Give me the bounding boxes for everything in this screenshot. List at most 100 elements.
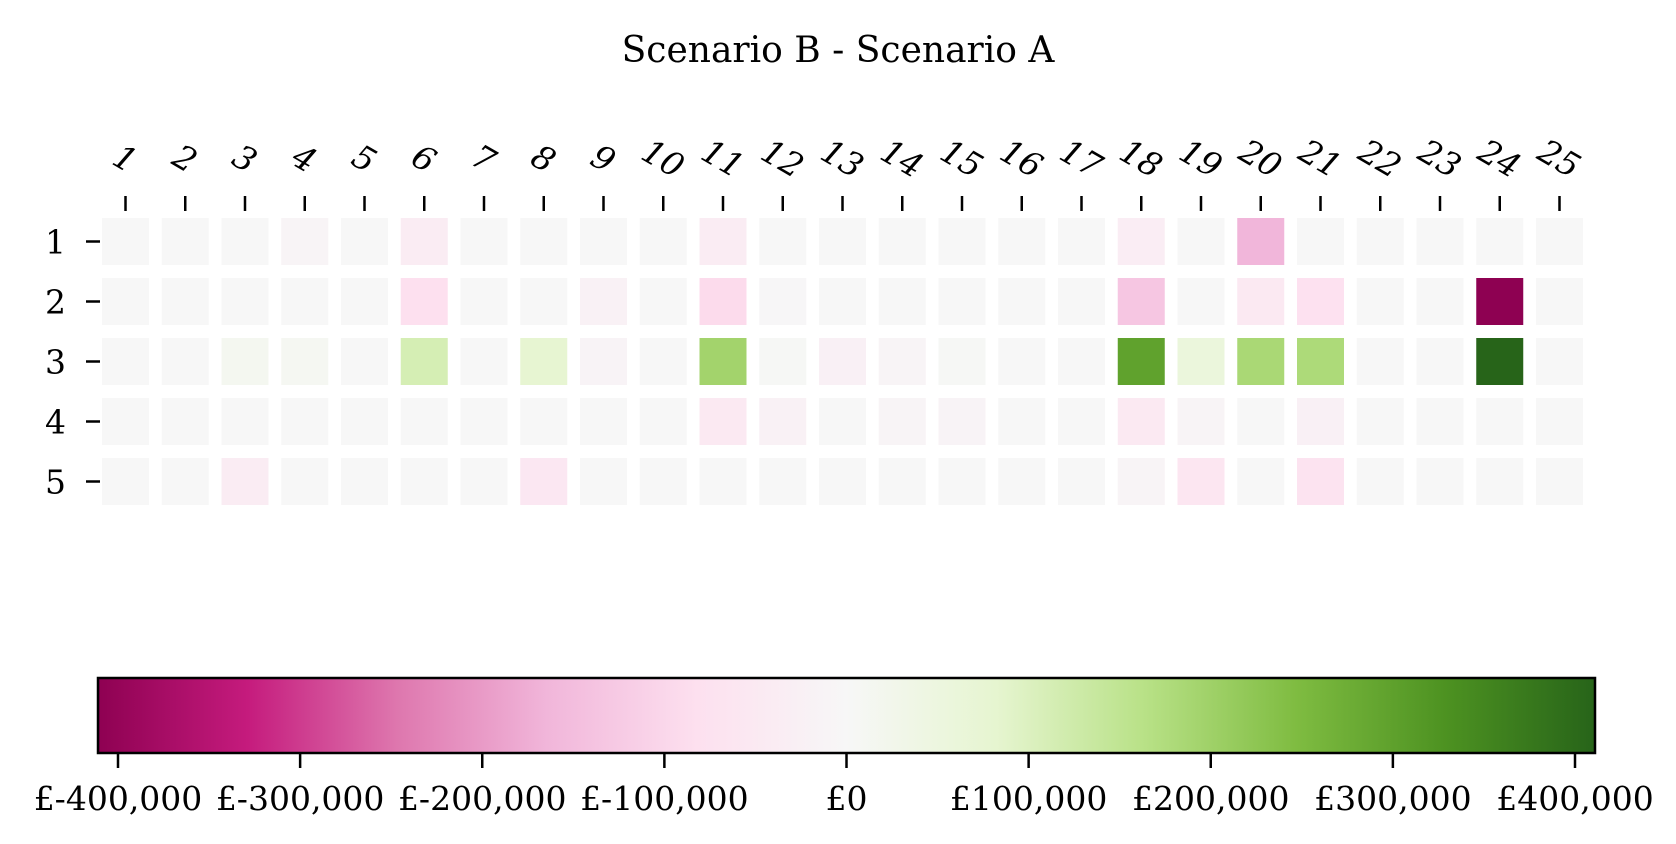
heatmap-cell <box>341 278 388 325</box>
heatmap-cell <box>221 398 269 445</box>
heatmap-cell <box>161 338 209 385</box>
heatmap-cell <box>102 218 149 265</box>
heatmap-cell <box>460 218 508 265</box>
colorbar-tick-label: £400,000 <box>1496 779 1653 818</box>
heatmap-cell <box>1117 458 1165 505</box>
heatmap-cell <box>1356 278 1404 325</box>
heatmap-cell <box>580 398 627 445</box>
heatmap-cell <box>1356 338 1404 385</box>
heatmap-cell <box>639 398 687 445</box>
heatmap-cell <box>460 278 508 325</box>
heatmap-cell <box>878 398 926 445</box>
heatmap-cell <box>1297 338 1344 385</box>
heatmap-cell <box>1058 338 1105 385</box>
heatmap-cell <box>221 218 269 265</box>
heatmap-cell <box>520 278 568 325</box>
heatmap-cell <box>1237 278 1285 325</box>
heatmap-cell <box>699 458 747 505</box>
heatmap-cell <box>341 218 388 265</box>
y-tick-label: 2 <box>45 283 66 322</box>
heatmap-cell <box>161 458 209 505</box>
heatmap-cell <box>460 398 508 445</box>
heatmap-cell <box>819 398 866 445</box>
heatmap-cell <box>1237 398 1285 445</box>
heatmap-cell <box>1476 218 1524 265</box>
heatmap-cell <box>938 458 986 505</box>
heatmap-cell <box>1536 338 1583 385</box>
heatmap-cell <box>1476 458 1524 505</box>
heatmap-cell <box>759 338 807 385</box>
x-tick-label: 25 <box>1530 131 1587 186</box>
x-tick-label: 20 <box>1232 131 1289 186</box>
heatmap-cell <box>102 458 149 505</box>
heatmap-cell <box>1356 218 1404 265</box>
x-tick-label: 7 <box>465 136 503 180</box>
heatmap-cell <box>1117 218 1165 265</box>
heatmap-cell <box>639 218 687 265</box>
heatmap-cell <box>1416 338 1464 385</box>
heatmap-cell <box>400 458 448 505</box>
x-tick-label: 15 <box>934 131 990 186</box>
heatmap-cell <box>878 218 926 265</box>
heatmap-cell <box>759 398 807 445</box>
x-tick-label: 1 <box>106 136 144 180</box>
heatmap-cell <box>161 278 209 325</box>
heatmap-cell <box>699 398 747 445</box>
heatmap-cell <box>281 398 329 445</box>
y-tick-label: 3 <box>45 343 66 382</box>
heatmap-cell <box>102 338 149 385</box>
heatmap-cell <box>102 398 149 445</box>
heatmap-cell <box>1356 458 1404 505</box>
heatmap-cell <box>998 338 1046 385</box>
colorbar-tick-label: £-300,000 <box>216 779 385 818</box>
heatmap-cell <box>1117 338 1165 385</box>
heatmap-cell <box>759 458 807 505</box>
x-tick-label: 9 <box>584 136 622 180</box>
heatmap-cell <box>580 458 627 505</box>
y-tick-label: 4 <box>45 403 66 442</box>
x-tick-label: 24 <box>1471 131 1528 186</box>
heatmap-cell <box>1476 338 1524 385</box>
heatmap-cell <box>699 218 747 265</box>
heatmap-cell <box>1416 218 1464 265</box>
heatmap-cell <box>878 278 926 325</box>
colorbar-tick-label: £200,000 <box>1132 779 1289 818</box>
heatmap-cell <box>460 458 508 505</box>
heatmap-cell <box>1356 398 1404 445</box>
heatmap-cell <box>520 218 568 265</box>
y-axis: 1 2 3 4 5 <box>45 223 100 502</box>
x-tick-label: 5 <box>345 136 383 180</box>
heatmap-cell <box>341 458 388 505</box>
chart-title: Scenario B - Scenario A <box>622 30 1056 71</box>
heatmap-cell <box>1536 458 1583 505</box>
heatmap-cell <box>281 218 329 265</box>
heatmap-cell <box>998 398 1046 445</box>
heatmap-cell <box>1536 278 1583 325</box>
heatmap-cell <box>460 338 508 385</box>
heatmap-cell <box>819 278 866 325</box>
heatmap-cell <box>878 458 926 505</box>
y-tick-label: 5 <box>45 463 66 502</box>
heatmap-cell <box>819 458 866 505</box>
colorbar-tick-label: £0 <box>826 779 868 818</box>
heatmap-cell <box>1177 278 1225 325</box>
heatmap-cell <box>1416 458 1464 505</box>
heatmap-cell <box>520 398 568 445</box>
heatmap-cell <box>1297 458 1344 505</box>
heatmap-cell <box>1476 398 1524 445</box>
heatmap-cell <box>1237 218 1285 265</box>
heatmap-cell <box>281 278 329 325</box>
x-tick-label: 3 <box>226 136 264 180</box>
heatmap-cell <box>102 278 149 325</box>
heatmap-cell <box>878 338 926 385</box>
heatmap-cell <box>819 338 866 385</box>
colorbar-gradient <box>96 676 1597 755</box>
heatmap-cell <box>639 278 687 325</box>
heatmap-cell <box>400 398 448 445</box>
heatmap-cell <box>699 278 747 325</box>
heatmap-cell <box>221 278 269 325</box>
heatmap-cell <box>1177 398 1225 445</box>
heatmap-cell <box>1177 218 1225 265</box>
heatmap-cell <box>1237 458 1285 505</box>
